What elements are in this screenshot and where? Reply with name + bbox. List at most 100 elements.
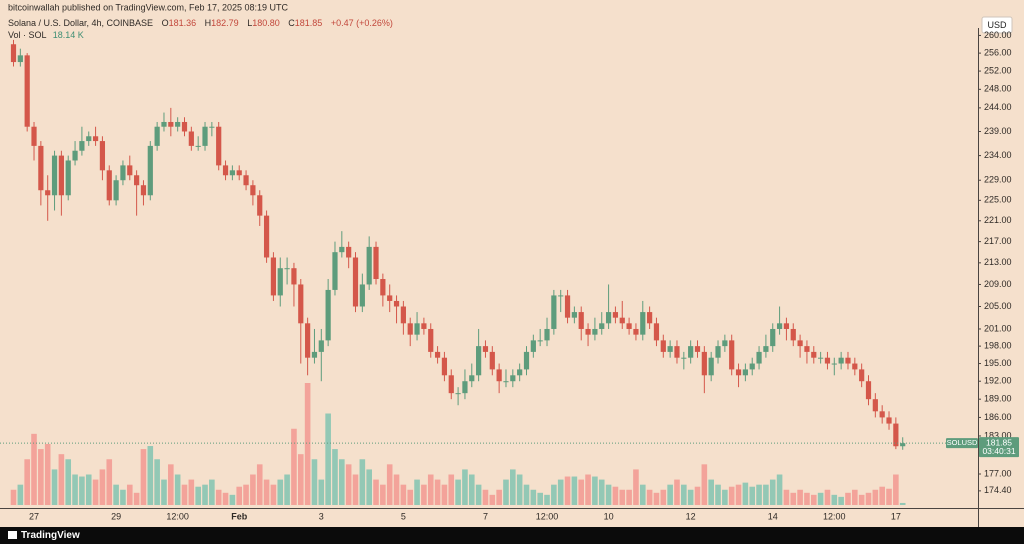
candle-body — [229, 170, 235, 176]
footer-brand: TradingView — [8, 530, 80, 541]
candle-body — [647, 312, 653, 324]
candle-body — [188, 131, 194, 146]
volume-bar — [626, 489, 632, 505]
candle-body — [10, 44, 17, 63]
y-tick-label: 260.00 — [984, 30, 1012, 40]
candle-body — [270, 257, 277, 296]
candle-body — [653, 323, 660, 341]
y-tick-label: 225.00 — [984, 195, 1012, 205]
volume-bar — [38, 449, 44, 505]
candle-body — [489, 351, 495, 370]
candle-body — [674, 346, 680, 358]
y-tick-label: 252.00 — [984, 65, 1012, 75]
volume-bar — [633, 469, 639, 505]
volume-bar — [181, 484, 188, 505]
candle-body — [421, 323, 427, 329]
open-key: O — [162, 18, 169, 28]
candle-body — [790, 328, 796, 341]
price-tag — [979, 437, 1019, 458]
volume-bar — [776, 474, 783, 505]
countdown: 03:40:31 — [982, 446, 1015, 456]
volume-bar — [564, 476, 571, 505]
volume-bar — [332, 449, 338, 505]
candle-body — [373, 246, 379, 280]
candle-body — [729, 340, 735, 370]
volume-bar — [537, 492, 543, 505]
volume-bar — [17, 484, 24, 505]
volume-bar — [838, 496, 844, 505]
candle-body — [831, 363, 837, 365]
volume-bar — [598, 479, 605, 505]
volume-bar — [120, 489, 126, 505]
volume-bar — [728, 486, 735, 505]
candle-body — [305, 323, 311, 358]
volume-bar — [297, 454, 304, 505]
symbol: Solana / U.S. Dollar, 4h, COINBASE — [8, 18, 153, 28]
candle-body — [366, 246, 372, 285]
volume-bar — [893, 474, 899, 505]
volume-bar — [783, 489, 790, 505]
background — [0, 0, 1024, 527]
candle-body — [537, 340, 543, 342]
candle-body — [571, 312, 577, 318]
y-tick-label: 229.00 — [984, 175, 1012, 185]
volume-bar — [790, 492, 797, 505]
candle-body — [551, 295, 557, 329]
candle-body — [462, 381, 468, 394]
candle-body — [476, 346, 482, 376]
volume-bar — [126, 484, 133, 505]
candle-body — [181, 121, 188, 132]
volume-bar — [681, 484, 687, 505]
volume-bar — [742, 482, 749, 505]
y-tick-label: 183.00 — [984, 430, 1012, 440]
candle-body — [99, 141, 106, 171]
y-tick-label: 195.00 — [984, 358, 1012, 368]
candle-body — [776, 323, 783, 329]
volume-bar — [229, 494, 236, 505]
candle-body — [510, 375, 516, 382]
volume-bar — [468, 474, 475, 505]
volume-bar — [339, 459, 345, 505]
currency[interactable]: USD — [987, 20, 1007, 30]
volume-bar — [482, 489, 489, 505]
volume-bar — [113, 484, 119, 505]
volume-bar — [530, 489, 537, 505]
volume-bar — [879, 486, 885, 505]
volume-bar — [804, 492, 810, 505]
candle-body — [715, 346, 721, 358]
volume-bar — [872, 489, 879, 505]
volume-bar — [31, 433, 37, 505]
candle-layer — [10, 39, 906, 450]
candle-body — [65, 160, 71, 196]
candle-body — [387, 295, 393, 301]
open-value: 181.36 — [169, 18, 197, 28]
volume-bar — [106, 459, 113, 505]
candle-body — [175, 121, 181, 127]
volume-bar — [352, 474, 359, 505]
change: +0.47 (+0.26%) — [331, 18, 393, 28]
volume-bar — [147, 446, 154, 505]
x-tick-label: 17 — [891, 511, 901, 521]
volume-bar — [899, 502, 906, 505]
volume-bar — [612, 486, 619, 505]
volume-bar — [373, 479, 379, 505]
candle-body — [496, 369, 502, 382]
candle-body — [216, 126, 222, 166]
volume-bar — [72, 474, 78, 505]
volume-bar — [161, 479, 167, 505]
candle-body — [503, 381, 509, 383]
currency-button[interactable] — [981, 16, 1013, 34]
volume-bar — [660, 489, 667, 505]
candle-body — [51, 155, 58, 196]
candle-body — [140, 185, 147, 196]
x-tick-label: 7 — [483, 511, 488, 521]
candle-body — [530, 340, 536, 352]
candle-body — [770, 328, 776, 347]
y-tick-label: 217.00 — [984, 236, 1012, 246]
candle-body — [592, 328, 598, 335]
volume-bar — [133, 492, 140, 505]
candle-body — [742, 369, 748, 376]
candle-body — [667, 346, 673, 352]
candle-body — [469, 375, 475, 382]
